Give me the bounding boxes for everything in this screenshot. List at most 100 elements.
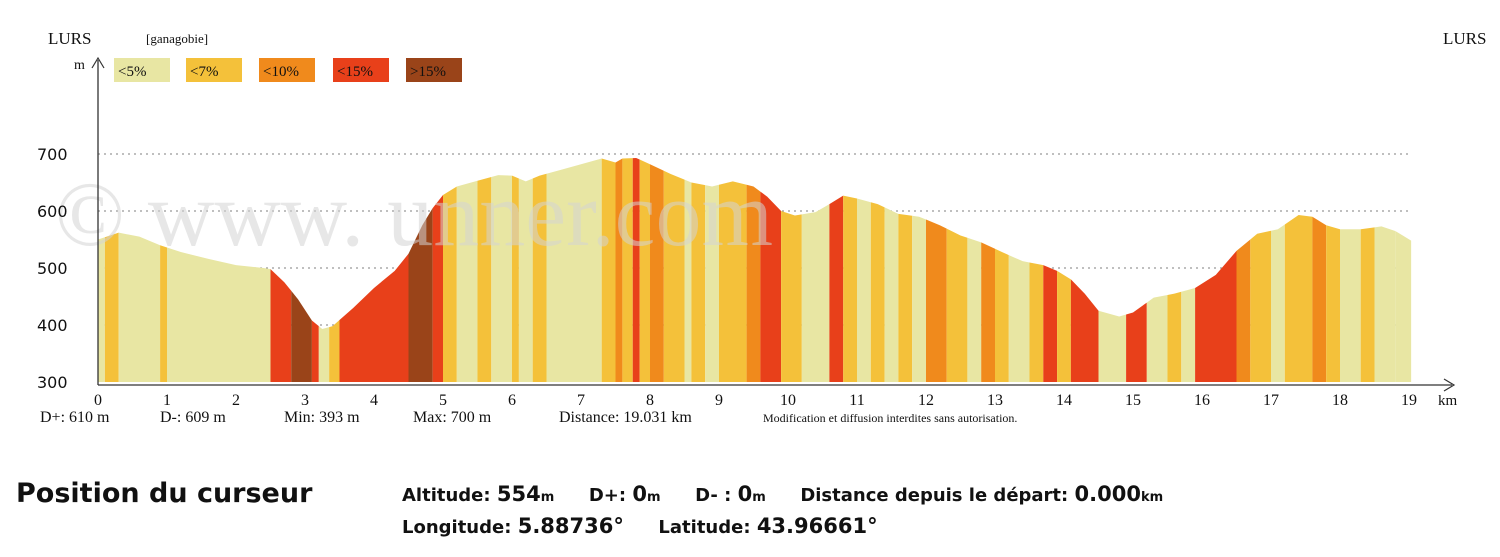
slope-band xyxy=(1374,226,1396,382)
x-tick-label: 16 xyxy=(1194,392,1210,409)
slope-band xyxy=(118,232,161,382)
longitude-label: Longitude: xyxy=(402,517,512,538)
slope-band xyxy=(981,242,995,382)
slope-band xyxy=(512,175,519,382)
x-tick-label: 10 xyxy=(780,392,796,409)
x-tick-label: 9 xyxy=(715,392,723,409)
stat-dplus: D+: 610 m xyxy=(40,409,110,426)
slope-band xyxy=(684,179,692,382)
x-tick-label: 18 xyxy=(1332,392,1348,409)
x-tick-label: 13 xyxy=(987,392,1003,409)
altitude-unit: m xyxy=(540,490,555,505)
start-label: LURS xyxy=(48,29,91,48)
cursor-dplus-unit: m xyxy=(646,490,661,505)
altitude-label: Altitude: xyxy=(402,485,491,506)
slope-band xyxy=(1284,214,1313,382)
watermark: © www. unner.com xyxy=(55,163,773,265)
slope-band xyxy=(946,228,968,382)
slope-band xyxy=(781,211,802,382)
x-axis-unit: km xyxy=(1438,393,1458,409)
cursor-dplus-value: 0 xyxy=(632,482,647,506)
legend-swatch xyxy=(114,58,170,82)
slope-band xyxy=(615,158,623,382)
cursor-distance-unit: km xyxy=(1140,490,1164,505)
slope-bands xyxy=(98,157,1412,382)
x-tick-label: 14 xyxy=(1056,392,1072,409)
x-tick-label: 6 xyxy=(508,392,516,409)
slope-band xyxy=(270,269,292,382)
legend-item: <5% xyxy=(114,58,170,82)
slope-band xyxy=(884,207,899,382)
x-axis-arrow xyxy=(1443,378,1456,392)
x-tick-label: 0 xyxy=(94,392,102,409)
x-tick-label: 2 xyxy=(232,392,240,409)
slope-band xyxy=(477,176,492,382)
legend-label: <5% xyxy=(118,64,146,80)
slope-band xyxy=(432,195,443,382)
slope-band xyxy=(546,158,602,382)
slope-band xyxy=(408,208,433,382)
slope-band xyxy=(912,215,926,382)
slope-band xyxy=(1043,265,1058,382)
y-tick-label: 500 xyxy=(37,259,68,278)
stat-distance: Distance: 19.031 km xyxy=(559,409,692,426)
x-tick-label: 12 xyxy=(918,392,934,409)
slope-band xyxy=(1181,287,1196,382)
slope-band xyxy=(1250,230,1271,382)
slope-band xyxy=(1360,227,1375,382)
slope-band xyxy=(1008,255,1030,382)
slope-band xyxy=(705,184,719,382)
cursor-dminus-unit: m xyxy=(752,490,766,505)
y-tick-label: 400 xyxy=(37,316,68,335)
slope-band xyxy=(843,195,857,382)
slope-band xyxy=(1146,294,1168,382)
x-tick-label: 19 xyxy=(1401,392,1417,409)
slope-band xyxy=(318,326,330,382)
cursor-position-panel: Position du curseur Altitude: 554m D+: 0… xyxy=(16,472,1476,552)
slope-band xyxy=(995,248,1009,382)
latitude-label: Latitude: xyxy=(658,517,751,538)
stat-min: Min: 393 m xyxy=(284,409,360,426)
x-tick-label: 7 xyxy=(577,392,585,409)
legend-label: <10% xyxy=(263,64,299,80)
slope-band xyxy=(1236,239,1251,382)
slope-band xyxy=(926,219,947,382)
slope-band xyxy=(456,180,478,382)
y-tick-labels: 300 400 500 600 700 xyxy=(37,145,68,392)
stat-max: Max: 700 m xyxy=(413,409,492,426)
slope-band xyxy=(160,245,167,382)
slope-band xyxy=(829,195,844,382)
legend-label: <15% xyxy=(337,64,373,80)
slope-band xyxy=(167,247,271,382)
slope-band xyxy=(1057,270,1071,382)
slope-band xyxy=(291,290,312,382)
slope-band xyxy=(443,186,457,382)
y-tick-label: 600 xyxy=(37,202,68,221)
legend-item: >15% xyxy=(406,58,462,82)
slope-band xyxy=(518,178,533,382)
slope-band xyxy=(898,213,913,382)
slope-band xyxy=(1098,310,1127,382)
y-tick-label: 300 xyxy=(37,373,68,392)
x-tick-label: 8 xyxy=(646,392,654,409)
slope-band xyxy=(329,320,340,382)
slope-band xyxy=(632,157,640,382)
slope-band xyxy=(967,237,982,382)
slope-band xyxy=(1271,224,1285,382)
slope-band xyxy=(746,184,761,382)
slope-band xyxy=(801,204,830,382)
x-tick-label: 5 xyxy=(439,392,447,409)
legend-swatch xyxy=(186,58,242,82)
chart-axes xyxy=(91,56,1456,392)
x-tick-label: 3 xyxy=(301,392,309,409)
slope-band xyxy=(601,158,616,382)
slope-band xyxy=(691,182,706,382)
cursor-dplus-label: D+: xyxy=(588,485,627,506)
cursor-dminus-label: D- : xyxy=(695,485,732,506)
altitude-value: 554 xyxy=(496,482,541,506)
poi-label: [ganagobie] xyxy=(146,31,208,46)
slope-band xyxy=(650,164,664,382)
slope-band xyxy=(1029,262,1044,382)
cursor-dminus-value: 0 xyxy=(737,482,753,506)
